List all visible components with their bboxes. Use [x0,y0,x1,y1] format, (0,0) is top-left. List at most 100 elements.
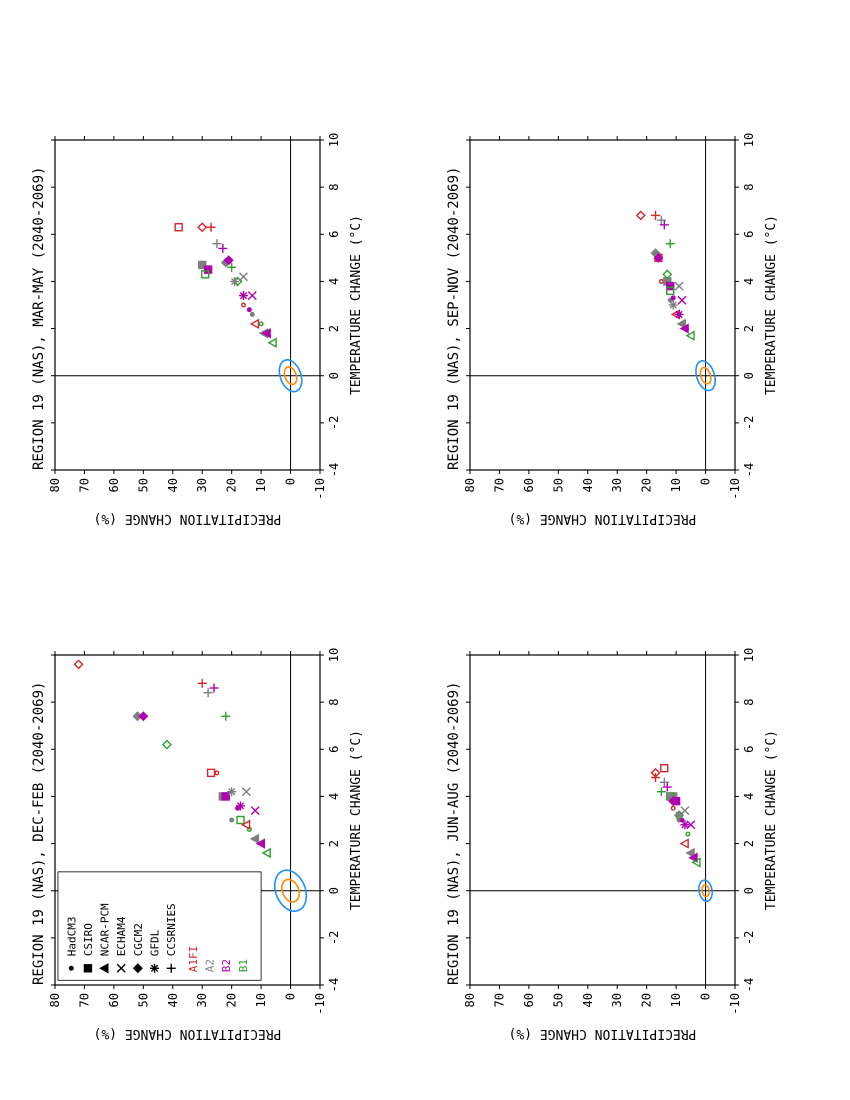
legend-model-label: CGCM2 [132,923,145,956]
svg-text:-10: -10 [728,478,742,500]
x-axis-label: TEMPERATURE CHANGE (°C) [764,215,779,395]
svg-text:60: 60 [107,993,121,1007]
svg-text:4: 4 [327,793,341,800]
svg-text:4: 4 [742,278,756,285]
svg-text:0: 0 [742,372,756,379]
svg-text:40: 40 [581,993,595,1007]
panel-title: REGION 19 (NAS), JUN-AUG (2040-2069) [446,682,462,985]
svg-text:50: 50 [551,478,565,492]
svg-text:70: 70 [492,993,506,1007]
svg-text:-10: -10 [313,478,327,500]
svg-text:20: 20 [225,478,239,492]
svg-text:4: 4 [742,793,756,800]
svg-text:40: 40 [166,478,180,492]
svg-text:6: 6 [327,231,341,238]
svg-text:-4: -4 [742,463,756,477]
svg-text:60: 60 [522,993,536,1007]
svg-text:10: 10 [327,133,341,147]
svg-text:80: 80 [48,993,62,1007]
svg-text:8: 8 [327,699,341,706]
legend-scenario-label: A1FI [187,946,200,973]
x-axis-label: TEMPERATURE CHANGE (°C) [349,215,364,395]
svg-text:0: 0 [284,478,298,485]
svg-text:10: 10 [742,648,756,662]
x-axis-label: TEMPERATURE CHANGE (°C) [349,730,364,910]
svg-text:8: 8 [742,699,756,706]
svg-text:10: 10 [669,993,683,1007]
svg-text:80: 80 [463,478,477,492]
svg-text:10: 10 [254,478,268,492]
svg-text:80: 80 [463,993,477,1007]
svg-text:2: 2 [742,840,756,847]
svg-text:60: 60 [522,478,536,492]
svg-text:50: 50 [551,993,565,1007]
svg-text:40: 40 [581,478,595,492]
svg-text:6: 6 [327,746,341,753]
svg-text:40: 40 [166,993,180,1007]
svg-text:70: 70 [77,478,91,492]
x-axis-label: TEMPERATURE CHANGE (°C) [764,730,779,910]
y-axis-label: PRECIPITATION CHANGE (%) [509,1026,697,1041]
svg-text:-2: -2 [327,416,341,430]
legend-scenario-label: A2 [203,959,216,972]
panel-jun_aug: REGION 19 (NAS), JUN-AUG (2040-2069) -4 -2… [446,648,779,1041]
svg-text:-4: -4 [327,978,341,992]
svg-text:-2: -2 [327,931,341,945]
svg-text:10: 10 [327,648,341,662]
legend-model-label: GFDL [149,929,162,956]
svg-text:-2: -2 [742,931,756,945]
legend-scenario-label: B1 [237,959,250,972]
svg-text:10: 10 [669,478,683,492]
svg-text:30: 30 [610,478,624,492]
svg-text:8: 8 [742,184,756,191]
svg-text:0: 0 [327,887,341,894]
panel-title: REGION 19 (NAS), SEP-NOV (2040-2069) [446,167,462,470]
svg-text:0: 0 [699,993,713,1000]
svg-text:-10: -10 [728,993,742,1015]
chart-stage: REGION 19 (NAS), DEC-FEB (2040-2069) -4 -2… [0,0,850,1100]
legend-model-label: HadCM3 [65,917,78,957]
svg-text:0: 0 [284,993,298,1000]
svg-text:70: 70 [77,993,91,1007]
panel-dec_feb: REGION 19 (NAS), DEC-FEB (2040-2069) -4 -2… [31,648,364,1041]
svg-text:20: 20 [640,993,654,1007]
legend-model-label: ECHAM4 [115,916,128,956]
y-axis-label: PRECIPITATION CHANGE (%) [94,511,282,526]
svg-text:-10: -10 [313,993,327,1015]
svg-text:50: 50 [136,993,150,1007]
legend-model-label: CSIRO [82,923,95,956]
svg-text:2: 2 [327,840,341,847]
svg-text:2: 2 [327,325,341,332]
svg-text:-4: -4 [742,978,756,992]
svg-text:6: 6 [742,231,756,238]
svg-text:70: 70 [492,478,506,492]
y-axis-label: PRECIPITATION CHANGE (%) [509,511,697,526]
svg-text:4: 4 [327,278,341,285]
svg-text:0: 0 [742,887,756,894]
svg-text:80: 80 [48,478,62,492]
legend-scenario-label: B2 [220,959,233,972]
svg-text:30: 30 [610,993,624,1007]
svg-text:6: 6 [742,746,756,753]
svg-text:50: 50 [136,478,150,492]
panel-title: REGION 19 (NAS), DEC-FEB (2040-2069) [31,682,47,985]
svg-text:10: 10 [742,133,756,147]
panel-mar_may: REGION 19 (NAS), MAR-MAY (2040-2069) -4 -2… [31,133,364,526]
chart-svg: REGION 19 (NAS), DEC-FEB (2040-2069) -4 -2… [0,0,850,1100]
legend-model-label: NCAR-PCM [99,903,112,956]
svg-text:20: 20 [225,993,239,1007]
svg-text:2: 2 [742,325,756,332]
y-axis-label: PRECIPITATION CHANGE (%) [94,1026,282,1041]
legend-model-label: CCSRNIES [165,903,178,956]
svg-text:0: 0 [327,372,341,379]
svg-text:20: 20 [640,478,654,492]
svg-text:8: 8 [327,184,341,191]
svg-text:30: 30 [195,993,209,1007]
svg-text:-4: -4 [327,463,341,477]
panel-title: REGION 19 (NAS), MAR-MAY (2040-2069) [31,167,47,470]
svg-text:10: 10 [254,993,268,1007]
svg-text:30: 30 [195,478,209,492]
svg-text:0: 0 [699,478,713,485]
panel-sep_nov: REGION 19 (NAS), SEP-NOV (2040-2069) -4 -2… [446,133,779,526]
svg-text:-2: -2 [742,416,756,430]
